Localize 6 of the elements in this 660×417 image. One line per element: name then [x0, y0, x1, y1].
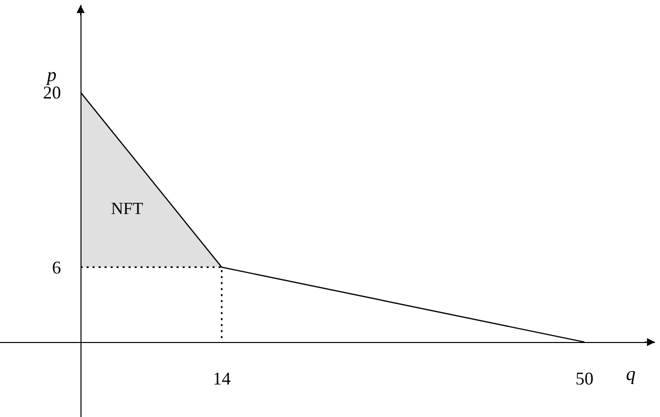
- x-axis-title: q: [626, 364, 636, 385]
- y-axis-title: p: [45, 65, 56, 86]
- x-tick-label: 14: [212, 368, 231, 389]
- y-tick-label: 6: [52, 257, 62, 278]
- x-tick-label: 50: [575, 368, 594, 389]
- annotation: NFT: [111, 199, 144, 218]
